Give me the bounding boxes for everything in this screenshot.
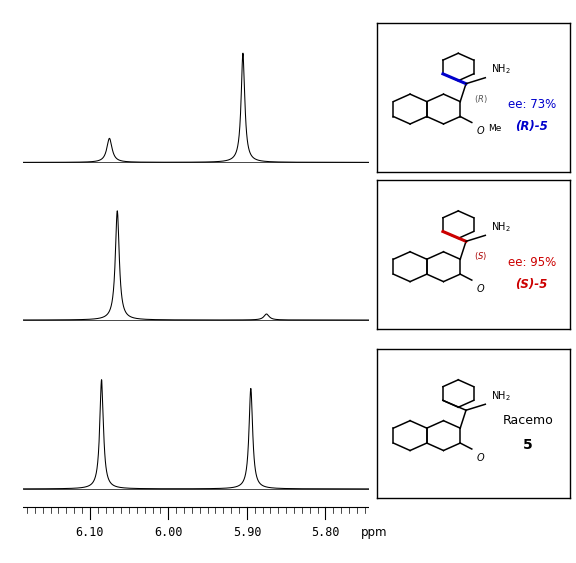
Text: NH$_2$: NH$_2$ (491, 220, 511, 234)
Text: NH$_2$: NH$_2$ (491, 62, 511, 76)
Text: NH$_2$: NH$_2$ (491, 389, 511, 403)
Text: (S)-5: (S)-5 (516, 278, 548, 291)
Text: 5: 5 (523, 437, 533, 452)
Text: $(R)$: $(R)$ (473, 93, 487, 105)
Text: 5.80: 5.80 (311, 525, 340, 538)
Text: (R)-5: (R)-5 (516, 120, 548, 133)
Text: ee: 73%: ee: 73% (507, 98, 556, 111)
Text: $O$: $O$ (476, 124, 485, 136)
Text: ee: 95%: ee: 95% (507, 256, 556, 269)
Text: $O$: $O$ (476, 282, 485, 294)
Text: Me: Me (488, 124, 502, 133)
Text: 6.10: 6.10 (75, 525, 104, 538)
Text: 6.00: 6.00 (154, 525, 183, 538)
Text: Racemo: Racemo (502, 414, 553, 427)
Text: 5.90: 5.90 (233, 525, 261, 538)
Text: ppm: ppm (361, 525, 387, 538)
Text: $(S)$: $(S)$ (473, 251, 487, 262)
Text: $O$: $O$ (476, 450, 485, 463)
